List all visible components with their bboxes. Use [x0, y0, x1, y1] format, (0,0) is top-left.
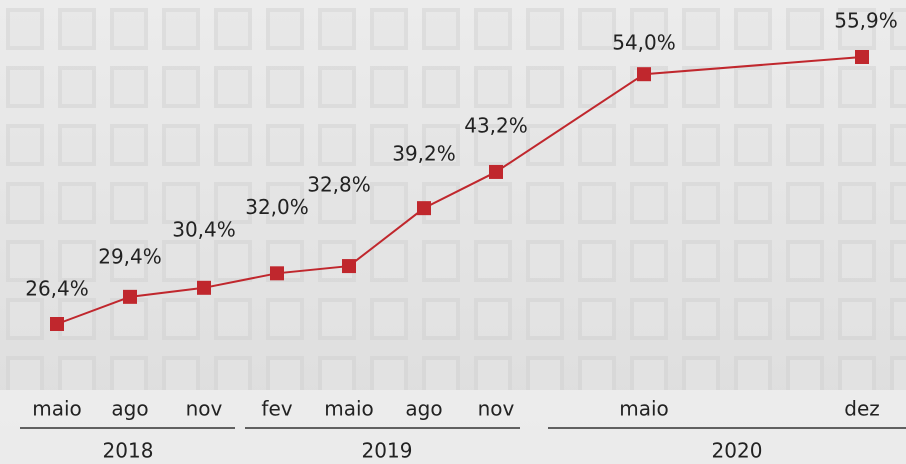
data-label: 30,4% — [172, 217, 236, 241]
data-label: 54,0% — [612, 31, 676, 55]
x-tick-label: nov — [478, 397, 515, 421]
data-point — [417, 201, 431, 215]
data-point — [197, 281, 211, 295]
data-point — [489, 165, 503, 179]
x-tick-label: nov — [186, 397, 223, 421]
data-point — [270, 266, 284, 280]
data-label: 29,4% — [98, 244, 162, 268]
year-label: 2020 — [712, 439, 763, 463]
year-label: 2019 — [362, 439, 413, 463]
x-tick-label: maio — [324, 397, 374, 421]
background-building — [0, 0, 906, 390]
x-tick-label: ago — [111, 397, 148, 421]
x-tick-label: fev — [261, 397, 292, 421]
x-tick-label: maio — [32, 397, 82, 421]
data-label: 39,2% — [392, 142, 456, 166]
x-tick-label: dez — [844, 397, 880, 421]
data-point — [123, 290, 137, 304]
data-label: 55,9% — [834, 9, 898, 33]
data-label: 26,4% — [25, 277, 89, 301]
x-tick-label: maio — [619, 397, 669, 421]
x-tick-label: ago — [405, 397, 442, 421]
data-label: 32,8% — [307, 173, 371, 197]
data-point — [50, 317, 64, 331]
year-label: 2018 — [103, 439, 154, 463]
data-point — [342, 259, 356, 273]
data-label: 43,2% — [464, 113, 528, 137]
chart: maio ago nov fev maio ago nov maio dez 2018 2019 20… — [0, 0, 906, 464]
data-point — [637, 67, 651, 81]
data-label: 32,0% — [245, 195, 309, 219]
data-point — [855, 50, 869, 64]
